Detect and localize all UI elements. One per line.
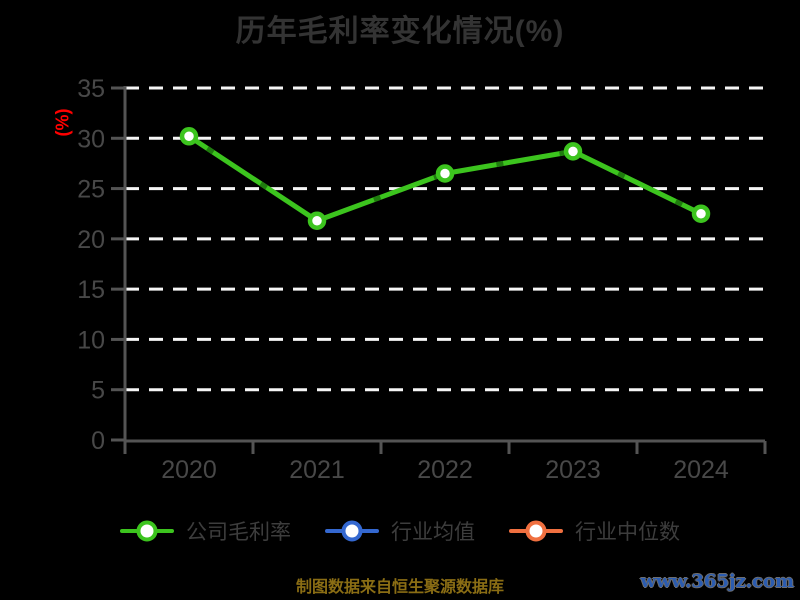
legend-item-0[interactable]: 公司毛利率: [120, 516, 291, 546]
x-axis-tick-label: 2020: [161, 456, 217, 484]
legend: 公司毛利率 行业均值 行业中位数: [0, 516, 800, 546]
x-axis-tick-label: 2021: [289, 456, 345, 484]
y-axis-tick-label: 30: [77, 125, 105, 153]
data-point-marker: [179, 127, 199, 146]
data-point-marker: [563, 142, 583, 161]
y-axis-tick-label: 15: [77, 276, 105, 304]
legend-label: 公司毛利率: [186, 521, 291, 544]
y-axis-tick-label: 20: [77, 226, 105, 254]
legend-dot-icon: [136, 520, 158, 542]
legend-label: 行业中位数: [575, 521, 680, 544]
legend-item-2[interactable]: 行业中位数: [509, 516, 680, 546]
legend-label: 行业均值: [391, 521, 475, 544]
data-source-note: 制图数据来自恒生聚源数据库: [295, 579, 504, 596]
x-axis-tick-label: 2022: [417, 456, 473, 484]
legend-dot-icon: [341, 520, 363, 542]
y-axis-tick-label: 0: [91, 427, 105, 455]
chart-title: 历年毛利率变化情况(%): [235, 15, 565, 48]
legend-line-icon: [325, 520, 379, 542]
y-axis-tick-label: 25: [77, 176, 105, 204]
x-axis-tick-label: 2024: [673, 456, 729, 484]
legend-line-icon: [509, 520, 563, 542]
y-axis-tick-label: 5: [91, 377, 105, 405]
legend-dot-icon: [525, 520, 547, 542]
data-point-marker: [435, 164, 455, 183]
y-axis-tick-label: 10: [77, 326, 105, 354]
x-axis-tick-label: 2023: [545, 456, 601, 484]
legend-item-1[interactable]: 行业均值: [325, 516, 475, 546]
data-point-marker: [691, 204, 711, 223]
data-point-marker: [307, 211, 327, 231]
watermark-link[interactable]: www.365jz.com: [640, 571, 794, 592]
legend-line-icon: [120, 520, 174, 542]
y-axis-tick-label: 35: [77, 75, 105, 103]
